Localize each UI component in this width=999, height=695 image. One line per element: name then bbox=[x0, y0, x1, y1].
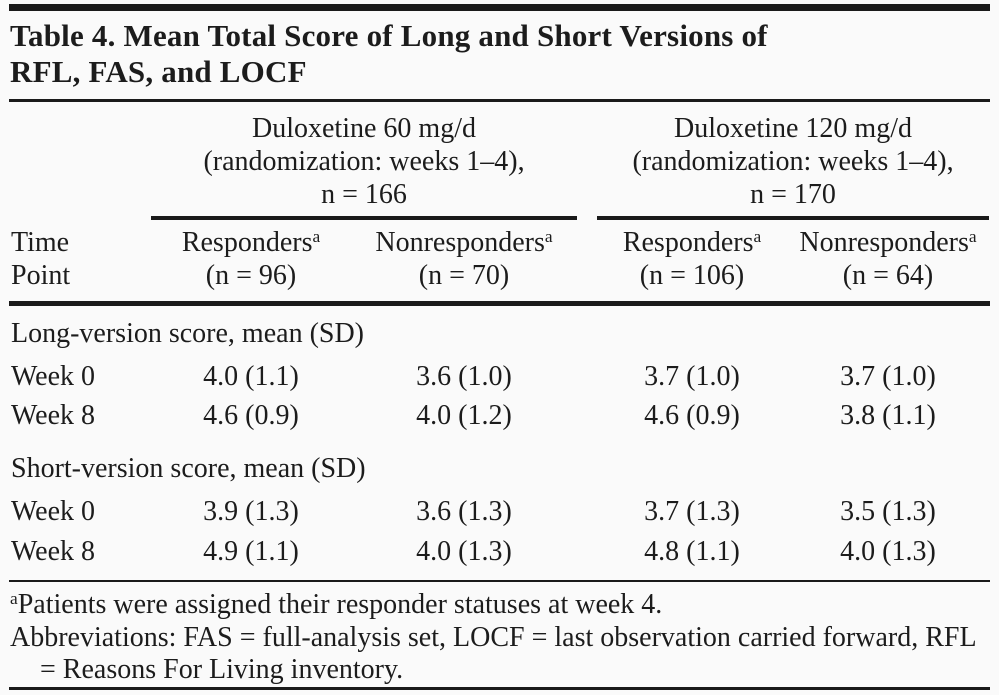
cell-value: 4.0 (1.2) bbox=[416, 400, 512, 432]
table-title: Table 4. Mean Total Score of Long and Sh… bbox=[10, 18, 990, 90]
table-row: Week 0 4.0 (1.1) 3.6 (1.0) 3.7 (1.0) 3.7… bbox=[9, 360, 990, 393]
footnote-marker: a bbox=[968, 226, 977, 246]
table-row: Week 8 4.6 (0.9) 4.0 (1.2) 4.6 (0.9) 3.8… bbox=[9, 401, 990, 432]
body-footnote-divider-rule bbox=[9, 579, 990, 583]
cell-value: 3.7 (1.0) bbox=[644, 360, 740, 392]
column-header-label: Nonrespondersa bbox=[375, 226, 553, 259]
table-title-line-2: RFL, FAS, and LOCF bbox=[10, 53, 307, 89]
group-line: Duloxetine 120 mg/d bbox=[674, 113, 912, 145]
column-header-n: (n = 96) bbox=[205, 259, 297, 291]
column-header-n: (n = 64) bbox=[842, 259, 934, 291]
group-line: Duloxetine 60 mg/d bbox=[252, 113, 476, 145]
cell-value: 3.8 (1.1) bbox=[840, 400, 936, 432]
cell-value: 3.9 (1.3) bbox=[203, 496, 299, 528]
group-line: n = 166 bbox=[321, 178, 407, 210]
bottom-rule bbox=[9, 686, 990, 690]
table-row: Week 0 3.9 (1.3) 3.6 (1.3) 3.7 (1.3) 3.5… bbox=[9, 496, 990, 528]
cell-value: 4.6 (0.9) bbox=[203, 400, 299, 432]
column-header-row: Time Point Respondersa (n = 96) Nonrespo… bbox=[9, 220, 990, 300]
cell-value: 4.8 (1.1) bbox=[644, 535, 740, 567]
column-header-label: Respondersa bbox=[181, 226, 321, 259]
stub-header-time-point: Time Point bbox=[9, 220, 151, 300]
group-line: n = 170 bbox=[750, 178, 836, 210]
column-header-nonresponders-120: Nonrespondersa (n = 64) bbox=[787, 220, 989, 300]
footnote-marker: a bbox=[10, 588, 18, 608]
row-label: Week 8 bbox=[11, 535, 96, 567]
column-header-n: (n = 70) bbox=[418, 259, 510, 291]
row-label: Week 0 bbox=[11, 496, 96, 528]
section-header-long-version: Long-version score, mean (SD) bbox=[11, 317, 365, 349]
cell-value: 3.5 (1.3) bbox=[840, 496, 936, 528]
group-line: (randomization: weeks 1–4), bbox=[203, 145, 525, 177]
section-header-short-version: Short-version score, mean (SD) bbox=[11, 453, 366, 485]
abbreviations-note: Abbreviations: FAS = full-analysis set, … bbox=[10, 621, 976, 686]
cell-value: 4.0 (1.3) bbox=[840, 535, 936, 567]
cell-value: 4.6 (0.9) bbox=[644, 400, 740, 432]
column-header-label: Respondersa bbox=[622, 226, 762, 259]
footnote-marker: a bbox=[312, 226, 321, 246]
column-header-responders-120: Respondersa (n = 106) bbox=[597, 220, 787, 300]
cell-value: 3.7 (1.0) bbox=[840, 360, 936, 392]
column-header-label: Nonrespondersa bbox=[799, 226, 977, 259]
footnote-marker: a bbox=[544, 226, 553, 246]
column-header-responders-60: Respondersa (n = 96) bbox=[151, 220, 351, 300]
table-title-line-1: Table 4. Mean Total Score of Long and Sh… bbox=[10, 17, 768, 53]
column-header-n: (n = 106) bbox=[639, 259, 745, 291]
stub-header-line: Point bbox=[11, 259, 71, 291]
cell-value: 4.0 (1.3) bbox=[416, 535, 512, 567]
footnotes: aPatients were assigned their responder … bbox=[9, 582, 990, 686]
row-label: Week 8 bbox=[11, 400, 96, 432]
top-rule bbox=[9, 4, 990, 11]
table-row: Week 8 4.9 (1.1) 4.0 (1.3) 4.8 (1.1) 4.0… bbox=[9, 535, 990, 568]
group-line: (randomization: weeks 1–4), bbox=[632, 145, 954, 177]
cell-value: 3.6 (1.3) bbox=[416, 496, 512, 528]
column-group-header-row: Duloxetine 60 mg/d (randomization: weeks… bbox=[9, 102, 990, 221]
row-label: Week 0 bbox=[11, 360, 96, 392]
cell-value: 3.6 (1.0) bbox=[416, 360, 512, 392]
header-body-divider-rule bbox=[9, 300, 990, 306]
cell-value: 4.0 (1.1) bbox=[203, 360, 299, 392]
stub-header-line: Time bbox=[11, 227, 70, 259]
footnote-marker: a bbox=[753, 226, 762, 246]
column-group-duloxetine-60: Duloxetine 60 mg/d (randomization: weeks… bbox=[151, 102, 577, 221]
cell-value: 3.7 (1.3) bbox=[644, 496, 740, 528]
title-divider-rule bbox=[9, 98, 990, 103]
cell-value: 4.9 (1.1) bbox=[203, 535, 299, 567]
column-group-duloxetine-120: Duloxetine 120 mg/d (randomization: week… bbox=[597, 102, 989, 221]
column-header-nonresponders-60: Nonrespondersa (n = 70) bbox=[351, 220, 577, 300]
footnote-a: aPatients were assigned their responder … bbox=[10, 588, 663, 621]
